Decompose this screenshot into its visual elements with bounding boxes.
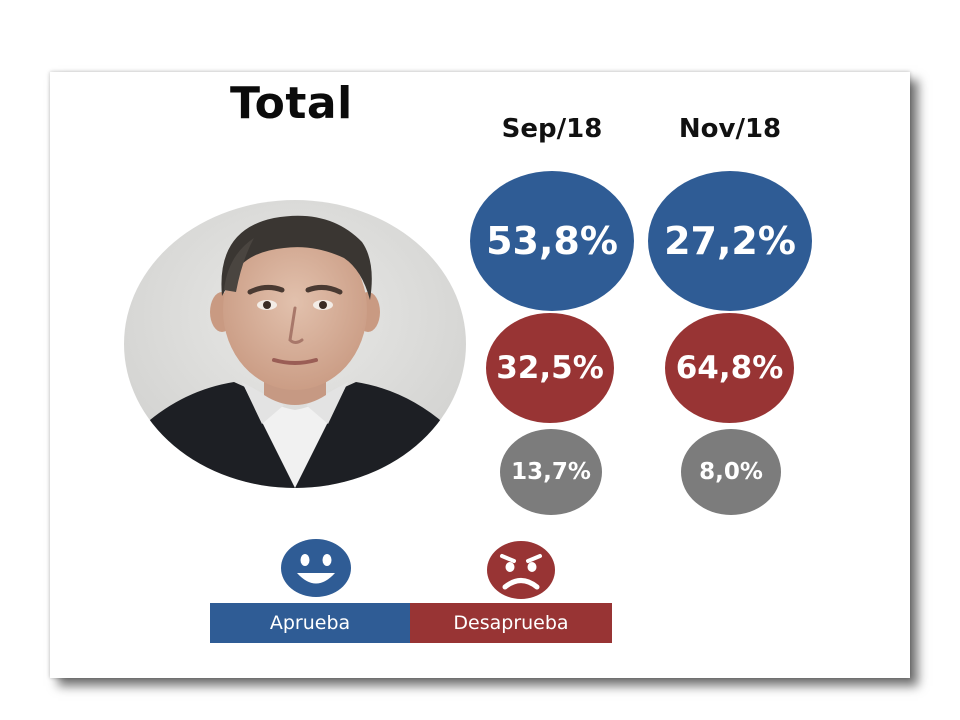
bubble-desaprueba-sep-18: 32,5% [486,313,614,423]
portrait-photo [124,200,466,488]
column-header-nov-18: Nov/18 [678,114,782,144]
bubble-grey-nov-18: 8,0% [681,429,781,515]
bubble-desaprueba-nov-18: 64,8% [665,313,794,423]
bubble-grey-sep-18: 13,7% [500,429,602,515]
chart-title: Total [230,78,353,129]
legend-aprueba: Aprueba [210,603,410,643]
column-header-sep-18: Sep/18 [501,114,603,144]
legend-desaprueba: Desaprueba [410,603,612,643]
bubble-aprueba-sep-18: 53,8% [470,171,634,311]
smiling-face-icon [281,539,351,597]
frowning-face-icon [487,541,555,599]
bubble-aprueba-nov-18: 27,2% [648,171,812,311]
